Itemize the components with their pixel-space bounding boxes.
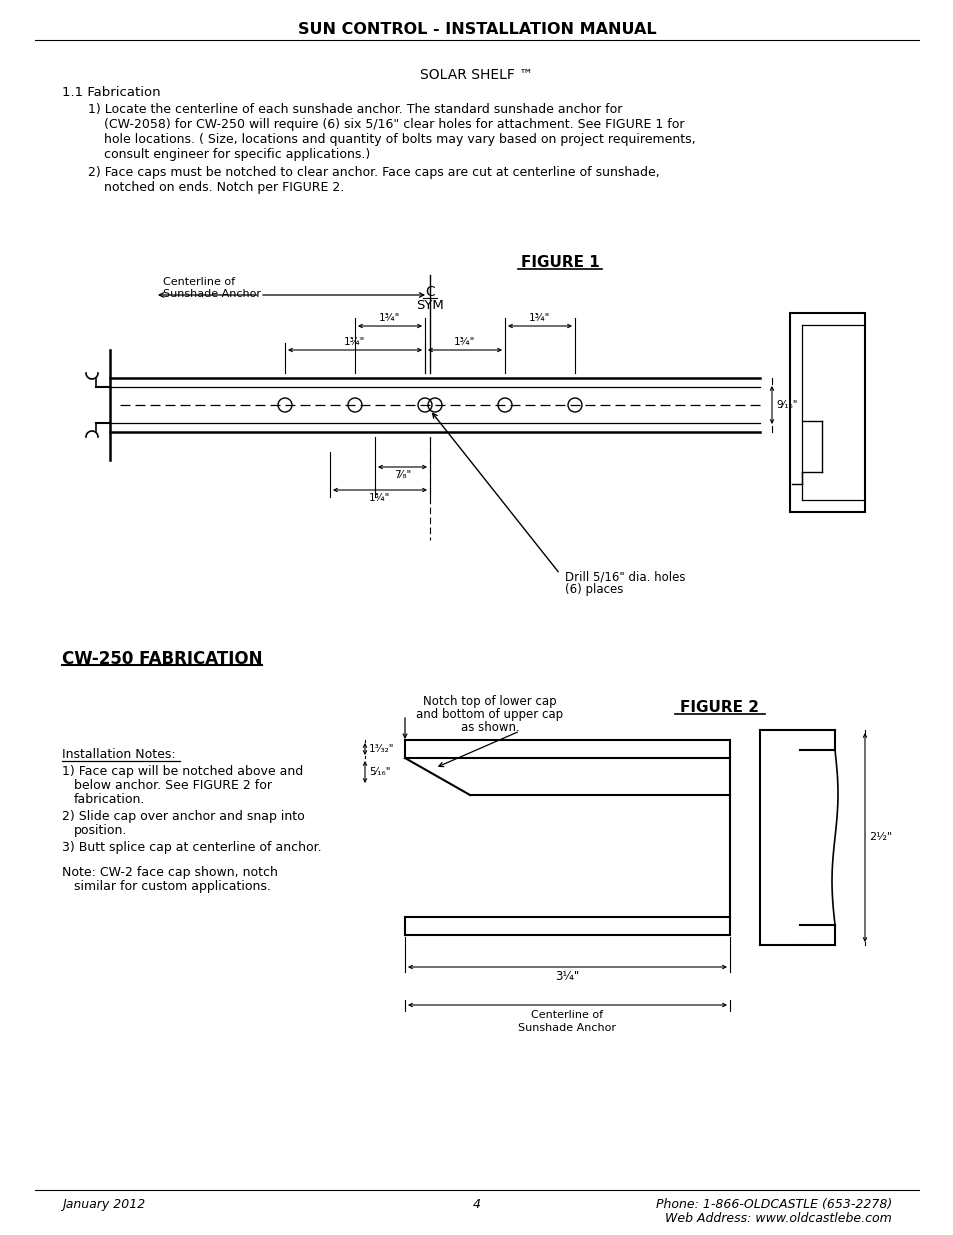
Text: FIGURE 1: FIGURE 1 [520, 254, 598, 270]
Text: 3) Butt splice cap at centerline of anchor.: 3) Butt splice cap at centerline of anch… [62, 841, 321, 853]
Text: 1) Locate the centerline of each sunshade anchor. The standard sunshade anchor f: 1) Locate the centerline of each sunshad… [88, 103, 621, 116]
Text: 1¾": 1¾" [369, 493, 391, 503]
Text: 2½": 2½" [868, 832, 891, 842]
Text: below anchor. See FIGURE 2 for: below anchor. See FIGURE 2 for [74, 779, 272, 792]
Text: 1³⁄₃₂": 1³⁄₃₂" [369, 743, 395, 755]
Text: fabrication.: fabrication. [74, 793, 145, 806]
Text: 9⁄₁₆": 9⁄₁₆" [775, 400, 797, 410]
Text: Notch top of lower cap: Notch top of lower cap [423, 695, 557, 708]
Text: FIGURE 2: FIGURE 2 [679, 700, 759, 715]
Text: SUN CONTROL - INSTALLATION MANUAL: SUN CONTROL - INSTALLATION MANUAL [297, 22, 656, 37]
Text: position.: position. [74, 824, 128, 837]
Text: as shown.: as shown. [460, 721, 518, 734]
Text: Drill 5/16" dia. holes: Drill 5/16" dia. holes [564, 571, 685, 583]
Text: 1.1 Fabrication: 1.1 Fabrication [62, 86, 160, 99]
Text: Phone: 1-866-OLDCASTLE (653-2278): Phone: 1-866-OLDCASTLE (653-2278) [655, 1198, 891, 1212]
Text: 1) Face cap will be notched above and: 1) Face cap will be notched above and [62, 764, 303, 778]
Text: (CW-2058) for CW-250 will require (6) six 5/16" clear holes for attachment. See : (CW-2058) for CW-250 will require (6) si… [88, 119, 684, 131]
Text: notched on ends. Notch per FIGURE 2.: notched on ends. Notch per FIGURE 2. [88, 182, 344, 194]
Text: Note: CW-2 face cap shown, notch: Note: CW-2 face cap shown, notch [62, 866, 277, 879]
Bar [789, 312, 864, 513]
Text: SOLAR SHELF ™: SOLAR SHELF ™ [420, 68, 533, 82]
Text: 3¼": 3¼" [555, 969, 579, 983]
Text: 5⁄₁₆": 5⁄₁₆" [369, 767, 390, 777]
Text: consult engineer for specific applications.): consult engineer for specific applicatio… [88, 148, 370, 161]
Text: C: C [425, 285, 435, 299]
Text: Sunshade Anchor: Sunshade Anchor [518, 1023, 616, 1032]
Text: SYM: SYM [416, 299, 443, 312]
Text: 2) Face caps must be notched to clear anchor. Face caps are cut at centerline of: 2) Face caps must be notched to clear an… [88, 165, 659, 179]
Text: CW-250 FABRICATION: CW-250 FABRICATION [62, 650, 262, 668]
Text: 2) Slide cap over anchor and snap into: 2) Slide cap over anchor and snap into [62, 810, 304, 823]
Text: 7⁄₈": 7⁄₈" [394, 471, 411, 480]
Text: 1¾": 1¾" [529, 312, 550, 324]
Text: and bottom of upper cap: and bottom of upper cap [416, 708, 563, 721]
Text: 1¾": 1¾" [454, 337, 476, 347]
Text: Web Address: www.oldcastlebe.com: Web Address: www.oldcastlebe.com [664, 1212, 891, 1225]
Text: Centerline of: Centerline of [531, 1010, 603, 1020]
Text: similar for custom applications.: similar for custom applications. [74, 879, 271, 893]
Text: (6) places: (6) places [564, 583, 622, 597]
Text: hole locations. ( Size, locations and quantity of bolts may vary based on projec: hole locations. ( Size, locations and qu… [88, 133, 695, 146]
Text: 1¾": 1¾" [379, 312, 400, 324]
Text: Centerline of: Centerline of [163, 277, 234, 287]
Text: January 2012: January 2012 [62, 1198, 145, 1212]
Text: Sunshade Anchor: Sunshade Anchor [163, 289, 261, 299]
Text: 1¾": 1¾" [344, 337, 365, 347]
Text: Installation Notes:: Installation Notes: [62, 748, 175, 761]
Text: 4: 4 [473, 1198, 480, 1212]
